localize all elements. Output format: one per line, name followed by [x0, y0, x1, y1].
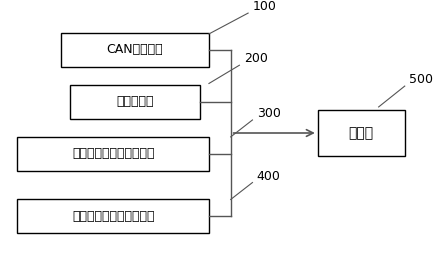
Text: 前后屏道路环境显示系统: 前后屏道路环境显示系统 — [72, 210, 155, 223]
Bar — [70, 85, 200, 119]
Text: 工控机: 工控机 — [349, 126, 374, 140]
Text: 500: 500 — [409, 73, 433, 86]
Bar — [17, 200, 209, 233]
Text: 400: 400 — [257, 169, 281, 182]
Bar — [17, 137, 209, 171]
Text: 300: 300 — [257, 107, 281, 120]
Text: 100: 100 — [253, 0, 276, 13]
Text: 红外摄像头: 红外摄像头 — [116, 95, 154, 108]
Text: 200: 200 — [244, 52, 268, 65]
Text: CAN采集模块: CAN采集模块 — [107, 43, 163, 56]
Bar — [318, 110, 405, 156]
Text: 虚拟场景生成与显示系统: 虚拟场景生成与显示系统 — [72, 147, 155, 160]
Bar — [61, 33, 209, 66]
